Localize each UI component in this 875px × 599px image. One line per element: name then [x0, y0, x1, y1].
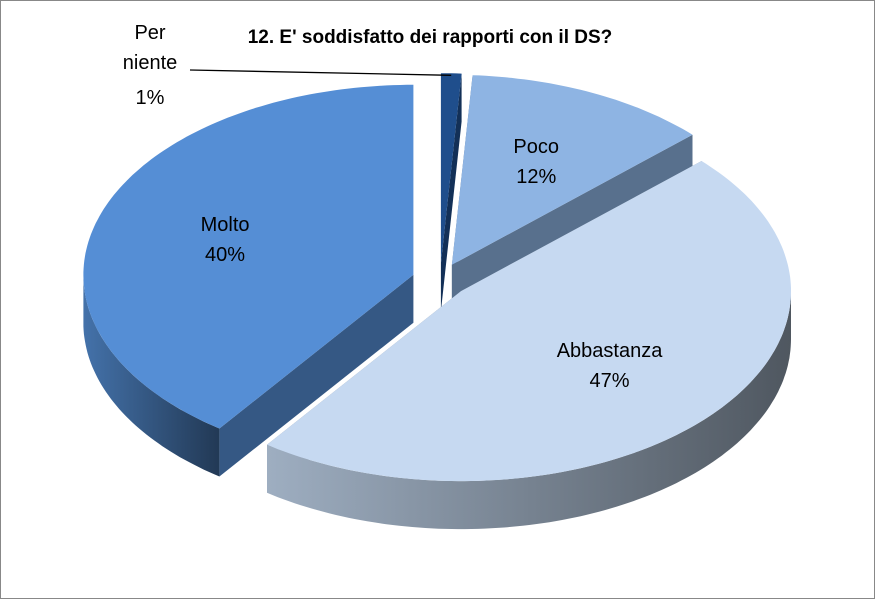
slice-top — [440, 73, 462, 264]
slice-wall — [83, 274, 220, 477]
slice-value-label: 1% — [135, 87, 165, 109]
slice-top — [451, 75, 693, 265]
chart-title: 12. E' soddisfatto dei rapporti con il D… — [247, 27, 613, 48]
pie-slice — [83, 84, 414, 477]
slice-category-label: Per niente — [122, 22, 178, 74]
slice-top — [83, 84, 414, 429]
slice-value-label: 47% — [589, 370, 630, 393]
pie-slice — [267, 161, 791, 530]
slice-side — [219, 274, 414, 477]
slice-category-label: Abbastanza — [556, 340, 663, 363]
pie-slice — [440, 73, 462, 312]
leader-line — [189, 69, 452, 76]
slice-wall — [267, 291, 791, 530]
slice-value-label: 40% — [205, 243, 246, 266]
slice-side — [440, 73, 462, 312]
slice-top — [267, 161, 791, 482]
slice-category-label: Molto — [200, 213, 250, 236]
slice-category-label: Poco — [513, 135, 560, 158]
slice-value-label: 12% — [516, 165, 557, 188]
